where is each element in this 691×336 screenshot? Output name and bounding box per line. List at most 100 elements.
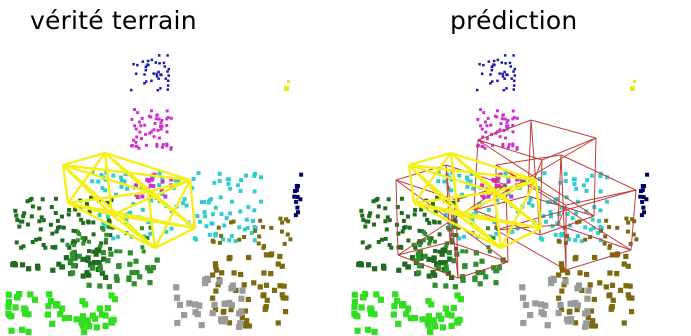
point-marker: [242, 235, 247, 240]
point-marker: [465, 178, 470, 183]
box-edge: [188, 179, 197, 229]
point-marker: [102, 322, 109, 329]
point-marker: [140, 245, 145, 250]
point-marker: [587, 282, 593, 288]
box-edge: [104, 152, 196, 229]
point-marker: [146, 178, 151, 183]
point-marker: [21, 244, 26, 249]
point-marker: [419, 316, 426, 323]
box-edge: [397, 184, 507, 256]
point-marker: [542, 171, 547, 176]
point-marker: [244, 217, 249, 222]
point-marker: [389, 245, 394, 250]
point-marker: [81, 241, 86, 246]
point-marker: [243, 173, 248, 178]
point-marker: [483, 146, 487, 150]
point-marker: [488, 234, 493, 239]
point-marker: [558, 180, 563, 185]
point-marker: [515, 116, 519, 120]
point-marker: [210, 212, 215, 217]
point-marker: [165, 142, 169, 146]
point-marker: [229, 199, 234, 204]
point-marker: [153, 122, 157, 126]
point-marker: [396, 245, 401, 250]
point-marker: [281, 295, 287, 301]
point-marker: [108, 233, 113, 238]
point-marker: [213, 264, 219, 270]
point-marker: [72, 249, 77, 254]
point-marker: [454, 319, 462, 326]
point-marker: [404, 305, 412, 312]
point-marker: [292, 194, 297, 199]
point-marker: [152, 72, 155, 75]
point-marker: [207, 232, 212, 237]
point-marker: [532, 300, 539, 307]
point-marker: [538, 301, 545, 308]
point-marker: [454, 246, 459, 251]
box-edge: [413, 201, 502, 250]
point-marker: [129, 270, 135, 276]
point-marker: [100, 186, 105, 191]
point-marker: [448, 312, 455, 319]
box-edge: [455, 184, 507, 201]
point-marker: [182, 197, 187, 202]
point-marker: [148, 225, 153, 230]
point-marker: [96, 305, 103, 312]
point-marker: [166, 70, 169, 73]
point-marker: [425, 217, 430, 222]
point-marker: [260, 293, 266, 299]
point-marker: [583, 320, 590, 327]
point-marker: [412, 212, 417, 217]
point-marker: [47, 297, 55, 305]
point-marker: [487, 249, 492, 254]
point-marker: [530, 203, 535, 208]
point-marker: [91, 220, 96, 225]
point-marker: [442, 247, 447, 252]
point-marker: [159, 124, 163, 128]
point-marker: [50, 231, 55, 236]
point-marker: [22, 309, 29, 317]
point-marker: [21, 306, 28, 313]
point-marker: [515, 177, 520, 182]
point-marker: [498, 128, 502, 132]
point-marker: [512, 54, 515, 57]
point-marker: [268, 271, 274, 277]
point-marker: [165, 144, 169, 148]
point-marker: [585, 287, 592, 294]
point-marker: [18, 219, 23, 224]
box-edge: [530, 119, 597, 139]
point-marker: [277, 253, 283, 260]
point-marker: [406, 238, 411, 243]
point-marker: [502, 88, 506, 92]
point-marker: [487, 60, 491, 63]
point-marker: [80, 236, 85, 241]
point-marker: [476, 117, 480, 121]
point-marker: [604, 175, 609, 180]
point-marker: [46, 291, 53, 298]
point-marker: [252, 208, 257, 213]
point-marker: [351, 303, 358, 310]
point-marker: [165, 109, 169, 113]
point-marker: [486, 207, 491, 212]
point-marker: [87, 249, 92, 254]
point-marker: [221, 237, 226, 242]
ground-truth-point-cloud: [5, 54, 304, 335]
point-marker: [433, 239, 438, 244]
ground-truth-title: vérité terrain: [30, 6, 197, 35]
point-marker: [92, 315, 99, 322]
point-marker: [144, 80, 148, 83]
point-marker: [403, 225, 408, 230]
point-marker: [577, 270, 583, 276]
point-marker: [148, 231, 153, 236]
point-marker: [633, 80, 636, 83]
point-marker: [134, 193, 139, 198]
point-marker: [226, 181, 231, 186]
point-marker: [105, 258, 111, 264]
point-marker: [626, 220, 631, 225]
point-marker: [161, 143, 165, 147]
point-marker: [445, 270, 451, 276]
point-marker: [160, 119, 164, 123]
point-marker: [504, 62, 507, 65]
point-marker: [364, 326, 372, 333]
point-marker: [84, 202, 89, 207]
